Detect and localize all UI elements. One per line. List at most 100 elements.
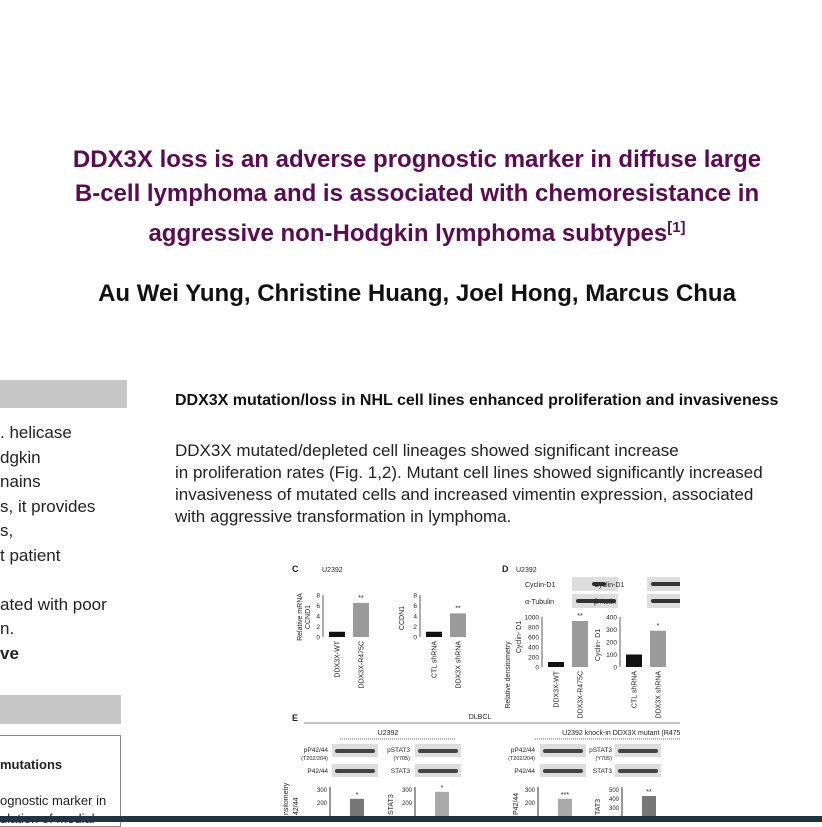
blot-band bbox=[651, 599, 680, 603]
authors: Au Wei Yung, Christine Huang, Joel Hong,… bbox=[98, 280, 736, 307]
section-heading: DDX3X mutation/loss in NHL cell lines en… bbox=[175, 392, 779, 409]
left-section-header-bar bbox=[0, 380, 127, 408]
blot-label: pSTAT3 bbox=[387, 747, 410, 754]
chart-bar bbox=[642, 796, 656, 817]
blot-label: (T202/204) bbox=[508, 756, 535, 762]
blot-label: pSTAT3 bbox=[589, 747, 612, 754]
text-line: dgkin bbox=[0, 447, 41, 467]
chart-c2-bar bbox=[450, 613, 466, 637]
chart-tick: 200 bbox=[402, 801, 413, 807]
section-body: DDX3X mutated/depleted cell lineages sho… bbox=[175, 440, 763, 528]
blot-label: P42/44 bbox=[307, 768, 328, 775]
chart-d1-tick: 0 bbox=[535, 665, 539, 672]
blot-label: (T202/204) bbox=[301, 756, 328, 762]
chart-d2-tick: 200 bbox=[606, 640, 617, 647]
chart-d2-category: DDX3X shRNA bbox=[656, 671, 663, 719]
reference-link[interactable]: [1] bbox=[667, 219, 686, 236]
chart-d2-tick: 100 bbox=[606, 652, 617, 659]
blot-label: (Y705) bbox=[595, 756, 612, 762]
box-line: ognostic marker in bbox=[0, 793, 107, 808]
y-axis-label: nsitometry bbox=[283, 782, 290, 815]
y-axis-label: TAT3 bbox=[595, 799, 602, 815]
left-column-text: . helicase dgkin nains s, it provides s,… bbox=[0, 421, 107, 666]
chart-c1-bar bbox=[353, 602, 369, 637]
blot-label: Cyclin-D1 bbox=[525, 582, 555, 589]
text-line bbox=[0, 568, 107, 593]
blot-band bbox=[651, 582, 680, 586]
chart-c1-bar bbox=[329, 631, 345, 637]
chart-c2-category: CTL shRNA bbox=[432, 641, 439, 678]
blot-band bbox=[618, 749, 658, 753]
chart-d2-tick: 0 bbox=[613, 665, 617, 672]
blot-label: α-Tubulin bbox=[525, 599, 554, 606]
y-axis-label: P42/44 bbox=[513, 793, 520, 815]
blot-label: (Y705) bbox=[393, 756, 410, 762]
blot-band bbox=[618, 769, 658, 773]
blot-label: P42/44 bbox=[514, 768, 535, 775]
body-line: in proliferation rates (Fig. 1,2). Mutan… bbox=[175, 463, 763, 482]
chart-tick: 400 bbox=[609, 797, 620, 803]
chart-c1-tick: 0 bbox=[316, 635, 320, 642]
y-axis-label: 42/44 bbox=[293, 797, 300, 815]
blot-label: pP42/44 bbox=[511, 747, 536, 754]
chart-c1-category: DDX3X-WT bbox=[335, 640, 342, 677]
chart-c2-tick: 6 bbox=[413, 603, 417, 610]
box-heading: mutations bbox=[0, 757, 63, 772]
cell-line-label: U2392 bbox=[322, 567, 343, 574]
body-line: with aggressive transformation in lympho… bbox=[175, 507, 512, 526]
y-axis-label: Cyclin- D1 bbox=[516, 621, 523, 653]
chart-bar bbox=[350, 798, 364, 817]
y-axis-label: CCDN1 bbox=[399, 606, 406, 630]
y-axis-label: CCND1 bbox=[305, 605, 312, 629]
left-section-header-bar-2 bbox=[0, 695, 121, 724]
panel-label: E bbox=[292, 713, 298, 723]
blot-band bbox=[543, 749, 583, 753]
panel-label: C bbox=[292, 564, 299, 574]
chart-d2-bar bbox=[650, 630, 666, 667]
chart-d1-tick: 600 bbox=[528, 635, 539, 642]
chart-d2-tick: 400 bbox=[606, 615, 617, 622]
chart-c1-tick: 4 bbox=[316, 614, 320, 621]
chart-d1-bar bbox=[572, 621, 588, 667]
chart-tick: 200 bbox=[525, 801, 536, 807]
blot-band bbox=[543, 769, 583, 773]
blot-label: β-Actin bbox=[594, 599, 616, 606]
y-axis-label: Relative mRNA bbox=[297, 593, 304, 641]
chart-d2-significance: * bbox=[657, 623, 660, 630]
chart-c2-tick: 4 bbox=[413, 614, 417, 621]
text-line: ve bbox=[0, 643, 19, 663]
text-line: ated with poor bbox=[0, 594, 107, 614]
chart-d1-significance: ** bbox=[577, 613, 583, 620]
left-info-box: mutations ognostic marker in ulation of … bbox=[0, 735, 121, 827]
text-line: s, it provides bbox=[0, 496, 96, 516]
chart-tick: 500 bbox=[609, 788, 620, 794]
significance-label: *** bbox=[561, 792, 569, 799]
blot-label: Cyclin-D1 bbox=[594, 582, 624, 589]
chart-c1-tick: 2 bbox=[316, 624, 320, 631]
chart-d1-category: DDX3X-WT bbox=[554, 670, 561, 707]
blot-band bbox=[418, 749, 458, 753]
text-line: s, bbox=[0, 521, 14, 540]
chart-bar bbox=[558, 798, 572, 817]
y-axis-label: STAT3 bbox=[388, 794, 395, 815]
chart-c2-bar bbox=[426, 631, 442, 637]
blot-label: STAT3 bbox=[391, 768, 411, 775]
chart-d2-bar bbox=[626, 654, 642, 667]
chart-tick: 300 bbox=[317, 788, 328, 794]
chart-d1-tick: 200 bbox=[528, 655, 539, 662]
panel-label: D bbox=[502, 564, 509, 574]
significance-label: * bbox=[441, 785, 444, 792]
subgroup-label: U2392 knock-in DDX3X mutant (R475C) bbox=[562, 730, 680, 737]
body-line: invasiveness of mutated cells and increa… bbox=[175, 485, 754, 504]
title-text: aggressive non-Hodgkin lymphoma subtypes bbox=[148, 220, 668, 247]
chart-tick: 300 bbox=[525, 788, 536, 794]
chart-d1-bar bbox=[548, 662, 564, 667]
chart-d1-tick: 1000 bbox=[525, 615, 540, 622]
text-line: t patient bbox=[0, 545, 61, 565]
text-line: . helicase bbox=[0, 423, 72, 442]
chart-d1-tick: 400 bbox=[528, 645, 539, 652]
significance-label: * bbox=[356, 792, 359, 799]
blot-band bbox=[592, 582, 606, 586]
chart-c1-tick: 6 bbox=[316, 603, 320, 610]
chart-c2-tick: 2 bbox=[413, 624, 417, 631]
